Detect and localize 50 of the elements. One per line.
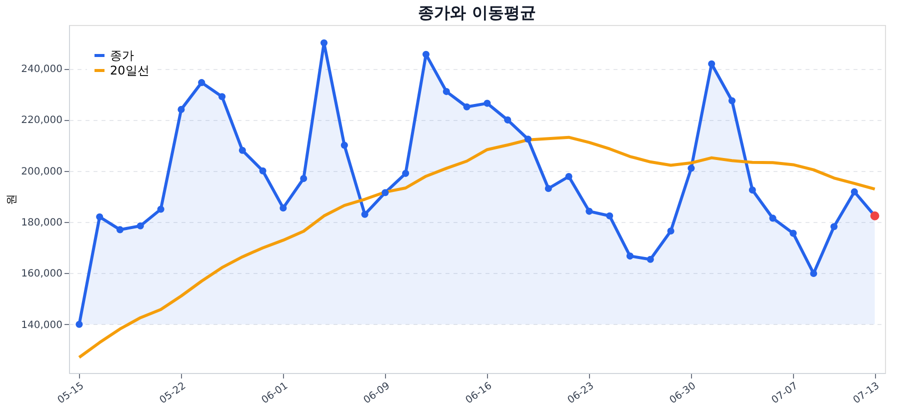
- point: [484, 100, 491, 107]
- point: [626, 252, 634, 260]
- point: [830, 223, 838, 230]
- point: [157, 206, 164, 213]
- point: [422, 50, 430, 58]
- point: [96, 213, 104, 220]
- point: [340, 142, 348, 149]
- point: [565, 172, 572, 180]
- y-tick-label: 180,000: [21, 218, 62, 229]
- point: [850, 188, 858, 196]
- point: [259, 167, 266, 174]
- y-axis-title: 원: [5, 194, 18, 205]
- point: [708, 60, 716, 68]
- point: [361, 210, 368, 218]
- point: [463, 103, 470, 110]
- point: [402, 170, 410, 177]
- point: [586, 208, 593, 215]
- point: [300, 175, 308, 182]
- point: [218, 93, 226, 100]
- point: [382, 189, 389, 196]
- point: [646, 256, 654, 263]
- point: [178, 106, 185, 113]
- point: [606, 212, 614, 220]
- chart-title: 종가와 이동평균: [418, 3, 536, 22]
- y-tick-label: 200,000: [21, 166, 62, 178]
- point: [504, 116, 512, 124]
- point: [320, 39, 328, 46]
- y-tick-label: 140,000: [21, 320, 62, 331]
- y-tick-label: 160,000: [21, 268, 62, 280]
- y-tick-label: 220,000: [21, 115, 62, 126]
- point: [136, 222, 144, 230]
- point: [728, 97, 736, 104]
- point: [810, 270, 818, 277]
- point: [748, 186, 756, 194]
- point: [238, 146, 246, 154]
- legend-label: 20일선: [110, 64, 150, 78]
- point: [769, 214, 776, 222]
- point: [544, 184, 552, 192]
- point: [524, 136, 532, 143]
- point: [116, 226, 124, 234]
- point: [667, 227, 674, 235]
- line-series: [78, 136, 876, 359]
- legend-label: 종가: [110, 48, 134, 62]
- point: [280, 204, 287, 212]
- point: [688, 164, 695, 172]
- y-tick-label: 240,000: [21, 64, 62, 75]
- point: [790, 230, 797, 237]
- point: [442, 88, 450, 96]
- point: [76, 320, 83, 328]
- point: [198, 79, 206, 86]
